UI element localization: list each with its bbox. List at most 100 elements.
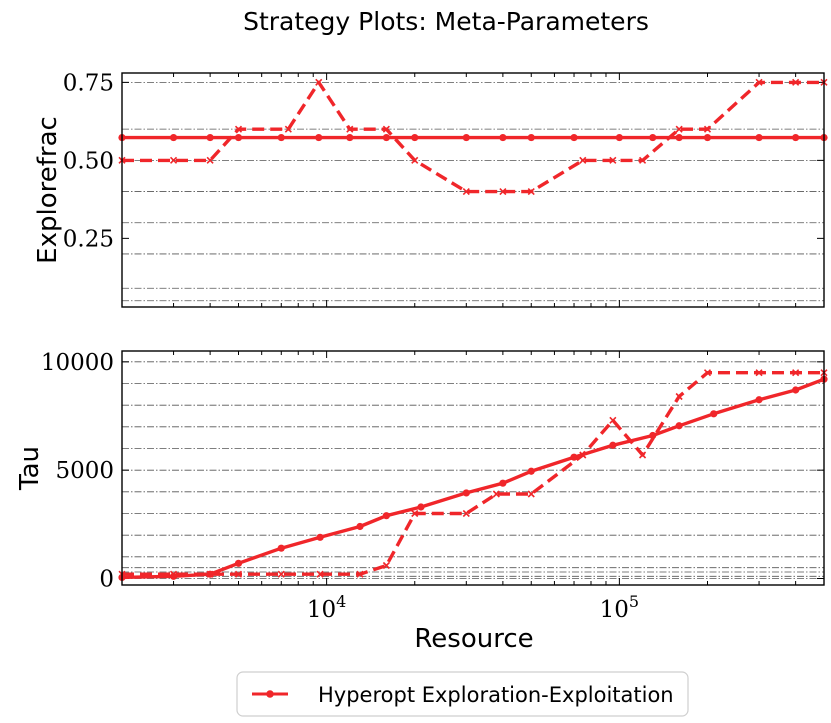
data-point xyxy=(169,572,178,580)
legend-label: Hyperopt Exploration-Exploitation xyxy=(318,683,674,707)
data-point-x xyxy=(277,570,285,578)
data-point-x xyxy=(675,125,683,133)
data-point-x xyxy=(609,416,617,424)
data-point-x xyxy=(206,156,214,164)
legend-dot-marker xyxy=(266,690,274,698)
data-point xyxy=(356,522,364,531)
y-tick-label: 0 xyxy=(99,567,114,593)
series-line-dashed xyxy=(122,371,824,576)
x-axis-label: Resource xyxy=(414,624,533,654)
series-line-dashed xyxy=(122,80,824,194)
tau-panel: 0 5000 10000 Tau xyxy=(15,350,828,593)
data-point xyxy=(792,386,800,394)
data-point xyxy=(710,410,718,418)
y-axis-label: Tau xyxy=(15,446,45,491)
data-point-x xyxy=(284,125,292,133)
data-point-x xyxy=(462,187,470,196)
data-point xyxy=(675,422,683,430)
data-point xyxy=(277,544,285,552)
series-line-solid xyxy=(121,377,825,580)
x-tick-exponent: 5 xyxy=(629,592,639,611)
data-point-x xyxy=(675,392,683,401)
legend-box xyxy=(236,671,689,717)
data-point xyxy=(462,133,470,142)
data-point-x xyxy=(315,78,323,86)
data-point-x xyxy=(638,451,647,459)
data-point xyxy=(675,133,683,142)
data-point-x xyxy=(703,125,712,133)
data-point-x xyxy=(755,369,763,377)
data-point xyxy=(316,533,324,541)
data-point-x xyxy=(234,125,243,133)
data-point-x xyxy=(499,187,507,196)
data-point xyxy=(649,431,657,440)
data-point xyxy=(703,133,712,142)
data-point xyxy=(346,133,354,142)
data-point xyxy=(277,133,285,142)
data-point-x xyxy=(316,570,324,578)
y-tick-label: 0.75 xyxy=(63,70,114,96)
data-point-x xyxy=(411,509,419,518)
data-point xyxy=(499,133,507,142)
data-point xyxy=(382,133,390,142)
data-point xyxy=(615,133,623,142)
x-tick-labels: 104 105 xyxy=(307,592,639,623)
data-point-x xyxy=(169,156,178,164)
data-point xyxy=(609,441,617,449)
data-point xyxy=(570,453,578,461)
data-point-x xyxy=(792,78,800,86)
chart-title: Strategy Plots: Meta-Parameters xyxy=(243,7,649,36)
data-point-x xyxy=(527,490,535,498)
data-point-x xyxy=(462,509,470,518)
data-point-x xyxy=(346,125,354,133)
data-point-x xyxy=(411,156,419,164)
y-tick-label: 5000 xyxy=(55,458,114,484)
data-point xyxy=(206,133,214,142)
data-point xyxy=(755,133,763,142)
y-tick-label: 10000 xyxy=(41,350,114,376)
plot-frame xyxy=(121,72,825,308)
data-point-x xyxy=(356,570,364,578)
data-point xyxy=(570,133,578,142)
data-point-x xyxy=(579,451,587,459)
data-point-x xyxy=(382,125,390,133)
data-point-x xyxy=(206,570,214,578)
data-point xyxy=(234,559,243,567)
y-tick-label: 0.25 xyxy=(63,226,114,252)
data-point xyxy=(169,133,178,142)
data-point-x xyxy=(579,156,587,164)
data-point-x xyxy=(527,187,535,196)
x-tick-label: 104 xyxy=(307,592,346,623)
data-point-x xyxy=(382,561,390,570)
data-point-x xyxy=(755,78,763,86)
data-point xyxy=(649,133,657,142)
data-point xyxy=(527,133,535,142)
data-point xyxy=(499,479,507,487)
data-point-x xyxy=(169,570,178,578)
data-point-x xyxy=(638,156,647,164)
data-point xyxy=(411,133,419,142)
data-point-x xyxy=(609,156,617,164)
data-point-x xyxy=(234,570,243,578)
plot-frame xyxy=(121,350,825,586)
x-tick-base: 10 xyxy=(600,597,629,623)
data-point xyxy=(527,467,535,475)
x-tick-base: 10 xyxy=(307,597,336,623)
data-point-x xyxy=(703,369,712,377)
data-point-x xyxy=(492,490,500,498)
y-axis-label: Explorefrac xyxy=(33,116,63,264)
data-point xyxy=(462,489,470,497)
legend: Hyperopt Exploration-Exploitation xyxy=(236,671,689,717)
data-point xyxy=(234,133,243,142)
data-point xyxy=(417,503,425,511)
x-tick-label: 105 xyxy=(600,592,639,623)
data-point xyxy=(792,133,800,142)
data-point xyxy=(382,512,390,520)
data-point xyxy=(315,133,323,142)
data-point xyxy=(755,396,763,404)
data-point-x xyxy=(792,369,800,377)
y-tick-label: 0.50 xyxy=(63,148,114,174)
x-tick-exponent: 4 xyxy=(336,592,346,611)
